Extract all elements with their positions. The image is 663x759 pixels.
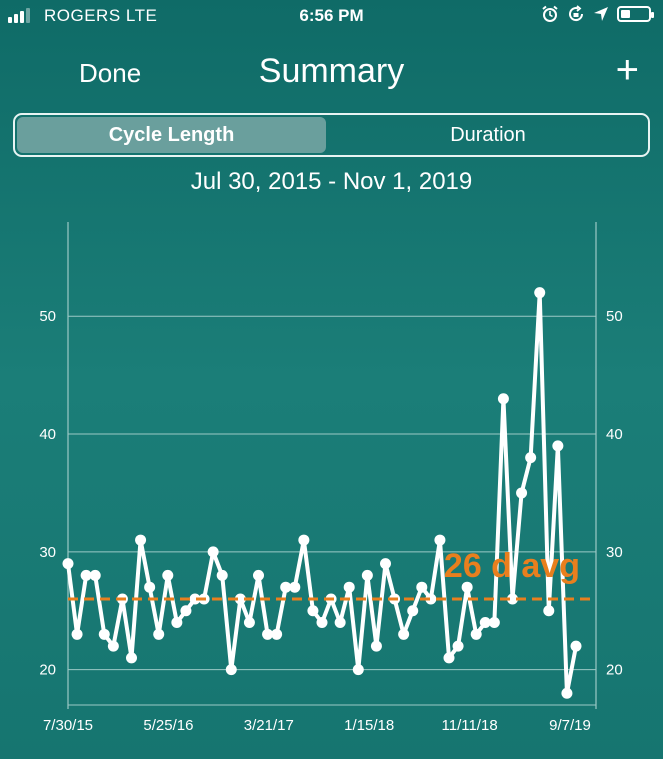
data-point [398,628,410,640]
rotation-lock-icon [569,5,584,22]
data-point [452,640,464,652]
x-tick-label: 3/21/17 [244,717,294,734]
data-point [89,569,101,581]
data-point [380,558,391,570]
data-point [71,628,83,640]
data-point [425,593,437,605]
data-point [361,569,373,581]
y-tick-label-right: 20 [606,662,623,679]
tab-cycle-length[interactable]: Cycle Length [17,117,326,153]
y-tick-label-left: 50 [39,308,56,325]
data-point [416,581,428,593]
series-line [66,290,578,696]
data-point [316,617,328,629]
data-point [370,640,382,652]
data-point [107,640,119,652]
data-point [289,581,301,593]
segmented-control: Cycle Length Duration [13,113,650,157]
data-point [126,652,137,664]
carrier-label: ROGERS LTE [44,6,158,25]
date-range-label: Jul 30, 2015 - Nov 1, 2019 [190,168,473,195]
data-point [479,617,491,629]
data-point [171,617,183,629]
data-point [552,440,564,452]
data-point [62,558,74,570]
data-point [243,617,255,629]
data-point [525,452,537,464]
data-point [216,569,228,581]
data-point [488,617,500,629]
y-tick-label-left: 20 [39,662,56,679]
x-tick-label: 9/7/19 [549,717,591,734]
y-tick-label-right: 30 [606,544,623,561]
data-point [334,617,346,629]
y-tick-label-left: 30 [39,544,56,561]
data-point [153,628,165,640]
data-point [80,569,92,581]
data-point [407,605,419,617]
data-point [225,664,237,676]
signal-strength-icon [8,8,30,23]
data-point [543,605,555,617]
battery-icon [617,6,654,22]
data-point [561,687,573,699]
status-bar: ROGERS LTE 6:56 PM [0,0,663,34]
navigation-bar: Done Summary + [0,48,663,104]
data-point [298,534,310,546]
status-time: 6:56 PM [299,6,364,25]
y-tick-label-right: 40 [606,426,623,443]
data-point [162,569,174,581]
data-point [352,664,364,676]
x-tick-label: 5/25/16 [143,717,193,734]
data-point [262,628,274,640]
data-point [307,605,319,617]
data-point [135,534,147,546]
average-label: 26 d avg [444,547,580,585]
data-point [534,287,546,299]
x-tick-label: 1/15/18 [344,717,394,734]
data-point [570,640,582,652]
data-point [207,546,219,558]
data-point [434,534,446,546]
data-point [180,605,192,617]
data-point [470,628,482,640]
data-point [443,652,455,664]
cycle-length-chart: 20 20 30 30 40 40 50 50 7/30/15 5/25/16 3/21/17 1/1… [39,222,623,734]
tab-duration[interactable]: Duration [450,124,526,146]
data-point [98,628,110,640]
data-point [516,487,528,499]
data-point [271,628,283,640]
page-title: Summary [258,52,405,90]
data-point [189,593,201,605]
x-tick-label: 11/11/18 [442,717,498,734]
data-point [280,581,292,593]
location-arrow-icon [594,7,608,21]
x-tick-label: 7/30/15 [43,717,93,734]
data-point [497,393,509,405]
y-tick-label-left: 40 [39,426,56,443]
add-button[interactable]: + [615,48,639,92]
data-point [507,593,518,605]
data-point [461,581,473,593]
y-tick-label-right: 50 [606,308,623,325]
done-button[interactable]: Done [79,58,142,88]
data-point [343,581,355,593]
alarm-icon [542,5,558,22]
data-point [144,581,156,593]
data-point [234,593,246,605]
data-point [253,569,264,581]
